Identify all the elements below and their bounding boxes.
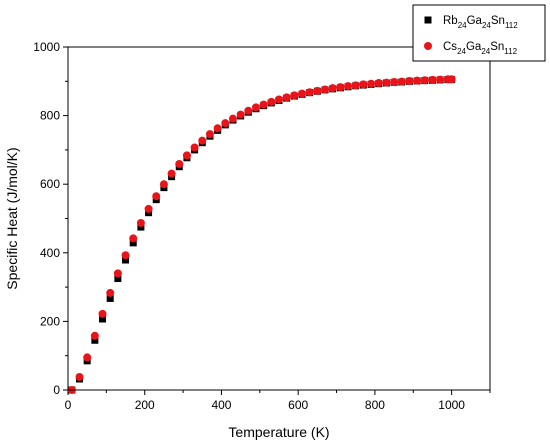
data-point-cs xyxy=(351,81,360,90)
data-point-cs xyxy=(221,119,230,128)
data-point-cs xyxy=(236,110,245,119)
series-rb xyxy=(68,76,456,394)
legend-box xyxy=(412,4,546,62)
legend-element: Cs xyxy=(443,41,457,53)
y-tick-label: 0 xyxy=(53,383,60,397)
legend-element: Ga xyxy=(466,41,482,53)
data-point-cs xyxy=(321,85,330,94)
data-point-cs xyxy=(447,75,456,84)
data-point-cs xyxy=(129,234,138,243)
x-tick-label: 600 xyxy=(288,398,308,412)
y-axis-label: Specific Heat (J/mol/K) xyxy=(4,147,20,289)
x-axis-label: Temperature (K) xyxy=(228,424,329,440)
y-tick-label: 600 xyxy=(40,177,60,191)
y-tick-label: 400 xyxy=(40,246,60,260)
data-point-cs xyxy=(420,76,429,85)
data-point-cs xyxy=(436,75,445,84)
data-point-rb xyxy=(91,336,99,344)
data-point-cs xyxy=(298,89,307,98)
legend-element: Sn xyxy=(490,41,504,53)
data-point-cs xyxy=(359,80,368,89)
data-point-cs xyxy=(152,192,161,201)
data-point-rb xyxy=(106,294,114,302)
data-point-cs xyxy=(213,124,222,133)
legend-subscript: 24 xyxy=(457,47,466,56)
data-point-cs xyxy=(136,218,145,227)
data-point-cs xyxy=(159,180,168,189)
data-point-cs xyxy=(290,91,299,100)
data-point-cs xyxy=(313,86,322,95)
data-point-cs xyxy=(267,97,276,106)
tick-layer: 0 200 400 600 800 1000 0 200 400 600 800 1000 xyxy=(33,40,491,412)
data-point-cs xyxy=(228,114,237,123)
data-point-cs xyxy=(144,204,153,213)
data-point-cs xyxy=(121,251,130,260)
legend-subscript: 24 xyxy=(458,21,467,30)
data-point-cs xyxy=(244,106,253,115)
data-point-rb xyxy=(137,223,145,231)
data-point-cs xyxy=(282,93,291,102)
series-cs xyxy=(67,75,456,394)
y-tick-label: 200 xyxy=(40,314,60,328)
data-point-cs xyxy=(405,76,414,85)
data-point-cs xyxy=(413,76,422,85)
legend-label-cs: Cs24Ga24Sn112 xyxy=(443,41,518,56)
data-point-cs xyxy=(275,95,283,104)
legend-marker-cs xyxy=(424,42,432,50)
data-point-cs xyxy=(382,78,391,87)
data-point-cs xyxy=(83,353,92,362)
data-point-cs xyxy=(106,288,115,297)
data-point-cs xyxy=(90,331,99,340)
data-point-cs xyxy=(305,88,314,97)
legend-element: Ga xyxy=(467,15,483,27)
data-point-cs xyxy=(167,169,176,178)
legend-element: Sn xyxy=(491,15,505,27)
data-point-rb xyxy=(129,239,137,247)
data-point-cs xyxy=(98,309,107,318)
x-tick-label: 800 xyxy=(365,398,385,412)
data-point-cs xyxy=(190,143,199,152)
y-tick-label: 1000 xyxy=(33,40,60,54)
data-point-rb xyxy=(99,315,107,323)
data-point-cs xyxy=(397,77,406,86)
data-point-cs xyxy=(113,269,122,278)
data-point-rb xyxy=(122,256,130,264)
legend-subscript: 112 xyxy=(505,21,518,30)
data-point-cs xyxy=(390,77,399,86)
data-point-cs xyxy=(251,103,260,112)
legend-label-rb: Rb24Ga24Sn112 xyxy=(443,15,518,30)
legend-subscript: 24 xyxy=(481,47,490,56)
legend-subscript: 24 xyxy=(482,21,491,30)
data-point-cs xyxy=(259,100,268,109)
legend-marker-rb xyxy=(424,16,432,24)
legend-subscript: 112 xyxy=(504,47,517,56)
y-tick-label: 800 xyxy=(40,109,60,123)
data-point-cs xyxy=(175,159,184,168)
data-point-cs xyxy=(344,82,353,91)
data-point-cs xyxy=(75,372,84,381)
data-point-cs xyxy=(328,84,337,93)
data-point-cs xyxy=(198,136,207,145)
x-tick-label: 1000 xyxy=(438,398,465,412)
x-tick-label: 400 xyxy=(211,398,231,412)
series-layer xyxy=(67,75,456,394)
data-point-cs xyxy=(182,151,191,160)
data-point-rb xyxy=(114,275,122,283)
data-point-cs xyxy=(367,79,376,88)
plot-frame xyxy=(67,46,491,391)
x-tick-label: 0 xyxy=(65,398,72,412)
data-point-cs xyxy=(205,130,214,139)
x-tick-label: 200 xyxy=(135,398,155,412)
data-point-cs xyxy=(428,75,437,84)
data-point-cs xyxy=(336,83,345,92)
legend-element: Rb xyxy=(443,15,458,27)
data-point-cs xyxy=(374,79,383,88)
